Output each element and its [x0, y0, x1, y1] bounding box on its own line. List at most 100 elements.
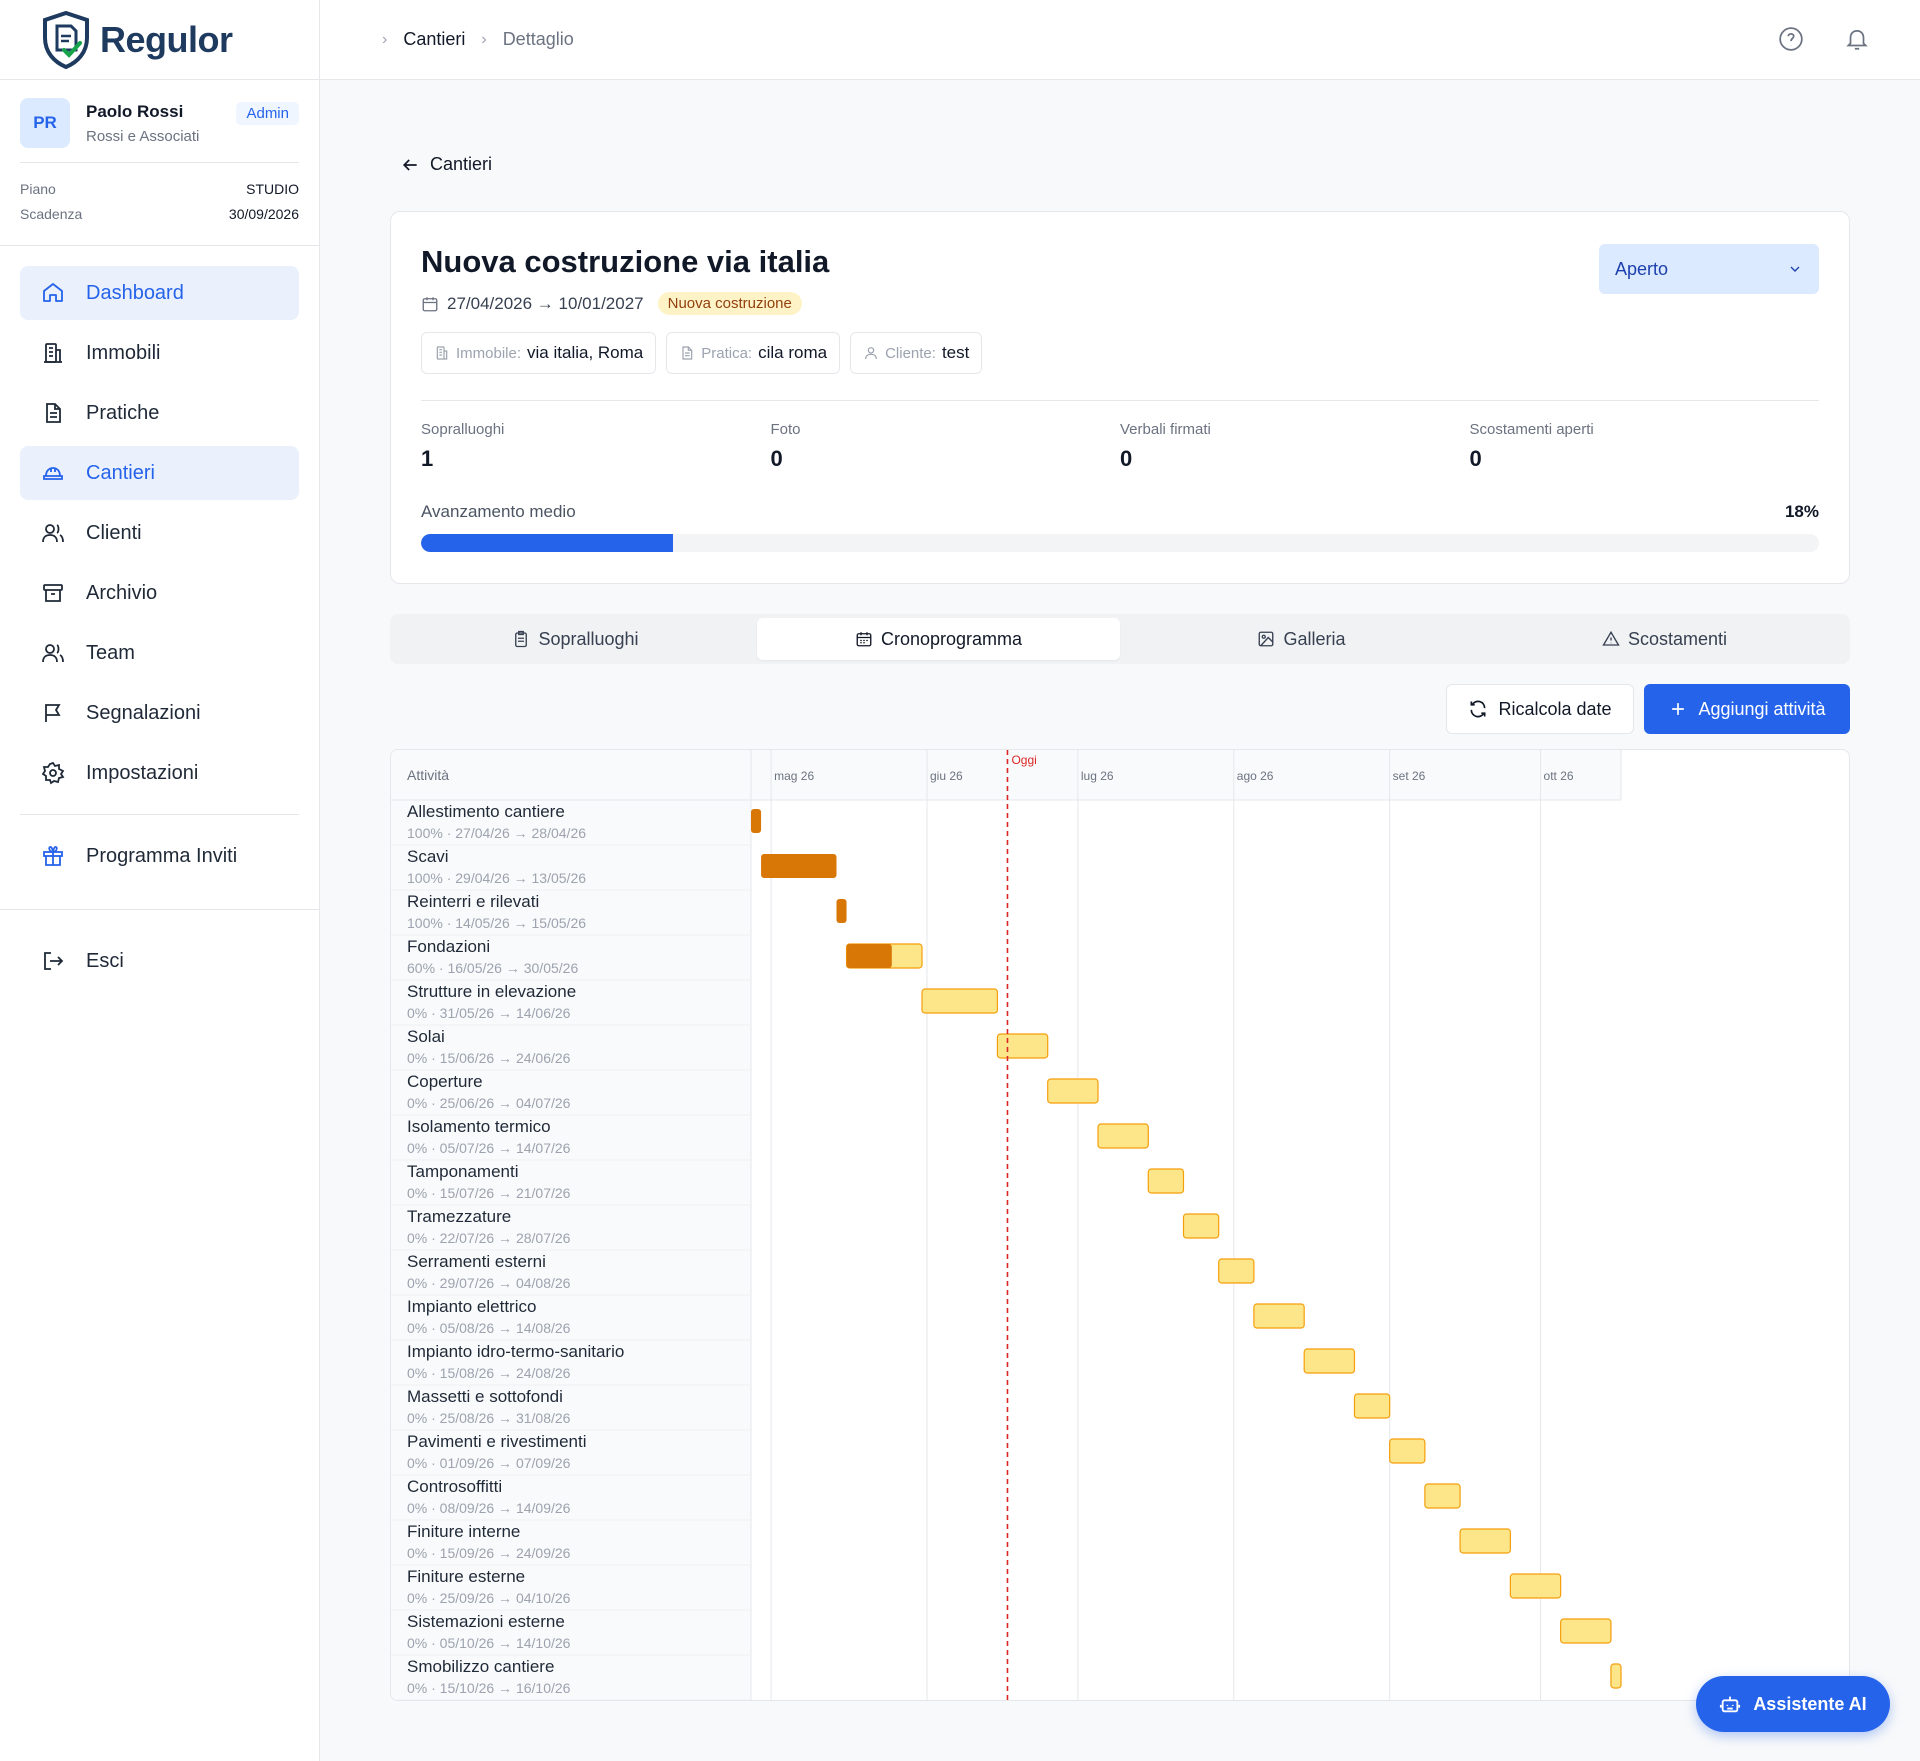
stat-label: Foto: [770, 421, 801, 438]
practice-chip[interactable]: Pratica: cila roma: [666, 332, 841, 374]
sidebar-item-dashboard[interactable]: Dashboard: [20, 266, 299, 320]
task-bar: [1424, 1483, 1461, 1509]
sidebar-item-cantieri[interactable]: Cantieri: [20, 446, 299, 500]
property-chip[interactable]: Immobile: via italia, Roma: [421, 332, 657, 374]
progress-bar: [421, 534, 1819, 552]
stat-value: 0: [1120, 446, 1133, 471]
task-name: Strutture in elevazione: [407, 982, 576, 1001]
back-link-label: Cantieri: [430, 154, 493, 174]
task-detail: 0% · 08/09/26 → 14/09/26: [407, 1500, 571, 1516]
task-bar: [1610, 1663, 1622, 1689]
add-activity-button[interactable]: Aggiungi attività: [1644, 684, 1850, 734]
tab-label: Sopralluoghi: [538, 628, 639, 649]
status-value: Aperto: [1615, 258, 1669, 279]
document-icon: [682, 346, 693, 360]
logout-button[interactable]: Esci: [20, 934, 299, 988]
stat-photos: Foto 0: [771, 401, 1121, 472]
arrow-left-icon: [402, 158, 417, 171]
chip-value: test: [941, 343, 970, 362]
logout-label: Esci: [86, 949, 124, 972]
type-badge: Nuova costruzione: [657, 292, 802, 315]
page-title: Nuova costruzione via italia: [421, 244, 830, 279]
sidebar-item-label: Cantieri: [86, 461, 155, 484]
month-label: set 26: [1393, 769, 1426, 783]
hardhat-icon: [40, 460, 66, 486]
sidebar-item-immobili[interactable]: Immobili: [20, 326, 299, 380]
task-bar: [1509, 1573, 1562, 1599]
image-icon: [1259, 631, 1274, 647]
ai-assistant-button[interactable]: Assistente AI: [1696, 1676, 1890, 1732]
task-bar: [1097, 1123, 1149, 1149]
task-bar: [1389, 1438, 1426, 1464]
chip-label: Pratica:: [701, 344, 753, 362]
task-detail: 0% · 22/07/26 → 28/07/26: [407, 1230, 571, 1246]
task-detail: 0% · 31/05/26 → 14/06/26: [407, 1005, 571, 1021]
logo[interactable]: Regulor: [0, 0, 319, 80]
task-name: Reinterri e rilevati: [407, 892, 539, 911]
stat-value: 0: [770, 446, 783, 471]
back-link[interactable]: Cantieri: [400, 154, 492, 175]
calendar-icon: [856, 632, 872, 647]
help-icon[interactable]: [1778, 26, 1804, 52]
client-chip[interactable]: Cliente: test: [850, 332, 983, 374]
expiry-value: 30/09/2026: [228, 206, 299, 222]
chevron-down-icon: [1790, 266, 1800, 272]
task-name: Massetti e sottofondi: [407, 1387, 563, 1406]
tab-sopralluoghi[interactable]: Sopralluoghi: [394, 618, 757, 660]
date-range-text: 27/04/2026 → 10/01/2027: [447, 293, 644, 313]
sidebar-item-team[interactable]: Team: [20, 626, 299, 680]
plus-icon: [1672, 703, 1685, 715]
chevron-right-icon: ›: [481, 30, 487, 48]
date-range: 27/04/2026 → 10/01/2027 Nuova costruzion…: [421, 292, 802, 315]
avatar[interactable]: PR: [20, 98, 70, 148]
task-detail: 100% · 14/05/26 → 15/05/26: [407, 915, 586, 931]
calendar-icon: [422, 296, 438, 311]
task-bar: [1303, 1348, 1356, 1374]
home-icon: [40, 280, 66, 306]
info-chips: Immobile: via italia, Roma Pratica: cila…: [421, 332, 983, 374]
status-select[interactable]: Aperto: [1599, 244, 1819, 294]
stat-value: 0: [1469, 446, 1482, 471]
chip-label: Immobile:: [456, 344, 522, 362]
month-label: mag 26: [774, 769, 814, 783]
bell-icon[interactable]: [1844, 26, 1870, 52]
sidebar-item-clienti[interactable]: Clienti: [20, 506, 299, 560]
stat-value: 1: [421, 446, 434, 471]
tab-galleria[interactable]: Galleria: [1120, 618, 1483, 660]
sidebar-item-pratiche[interactable]: Pratiche: [20, 386, 299, 440]
archive-icon: [40, 580, 66, 606]
breadcrumb-item-cantieri[interactable]: Cantieri: [403, 29, 466, 49]
clipboard-icon: [515, 630, 528, 648]
gear-icon: [40, 760, 66, 786]
task-detail: 0% · 15/09/26 → 24/09/26: [407, 1545, 571, 1561]
task-name: Tamponamenti: [407, 1162, 519, 1181]
stat-open-deviations: Scostamenti aperti 0: [1470, 401, 1820, 472]
sidebar-item-archivio[interactable]: Archivio: [20, 566, 299, 620]
task-detail: 0% · 05/08/26 → 14/08/26: [407, 1320, 571, 1336]
month-label: ago 26: [1237, 769, 1274, 783]
tab-scostamenti[interactable]: Scostamenti: [1483, 618, 1846, 660]
role-badge: Admin: [236, 102, 299, 125]
task-name: Finiture esterne: [407, 1567, 525, 1586]
stats-row: Sopralluoghi 1 Foto 0 Verbali firmati 0 Sco…: [421, 400, 1819, 472]
sidebar-item-label: Immobili: [86, 341, 161, 364]
task-name: Sistemazioni esterne: [407, 1612, 565, 1631]
sidebar-item-label: Programma Inviti: [86, 844, 238, 867]
recalculate-label: Ricalcola date: [1498, 698, 1612, 719]
stat-inspections: Sopralluoghi 1: [421, 401, 771, 472]
recalculate-dates-button[interactable]: Ricalcola date: [1446, 684, 1634, 734]
task-detail: 0% · 25/09/26 → 04/10/26: [407, 1590, 571, 1606]
sidebar-item-invites[interactable]: Programma Inviti: [20, 829, 299, 883]
sidebar: Regulor PR Paolo Rossi Rossi e Associati…: [0, 0, 320, 1761]
sidebar-item-segnalazioni[interactable]: Segnalazioni: [20, 686, 299, 740]
logout-icon: [40, 948, 66, 974]
gantt-svg: Attività mag 26 giu 26 lug 26 ago 26 set 26 ot…: [391, 750, 1622, 1700]
stat-label: Scostamenti aperti: [1469, 421, 1594, 438]
users-icon: [40, 520, 66, 546]
task-detail: 60% · 16/05/26 → 30/05/26: [407, 960, 578, 976]
task-name: Pavimenti e rivestimenti: [407, 1432, 587, 1451]
user-org: Rossi e Associati: [86, 128, 200, 145]
tab-cronoprogramma[interactable]: Cronoprogramma: [757, 618, 1120, 660]
task-name: Smobilizzo cantiere: [407, 1657, 554, 1676]
sidebar-item-impostazioni[interactable]: Impostazioni: [20, 746, 299, 800]
